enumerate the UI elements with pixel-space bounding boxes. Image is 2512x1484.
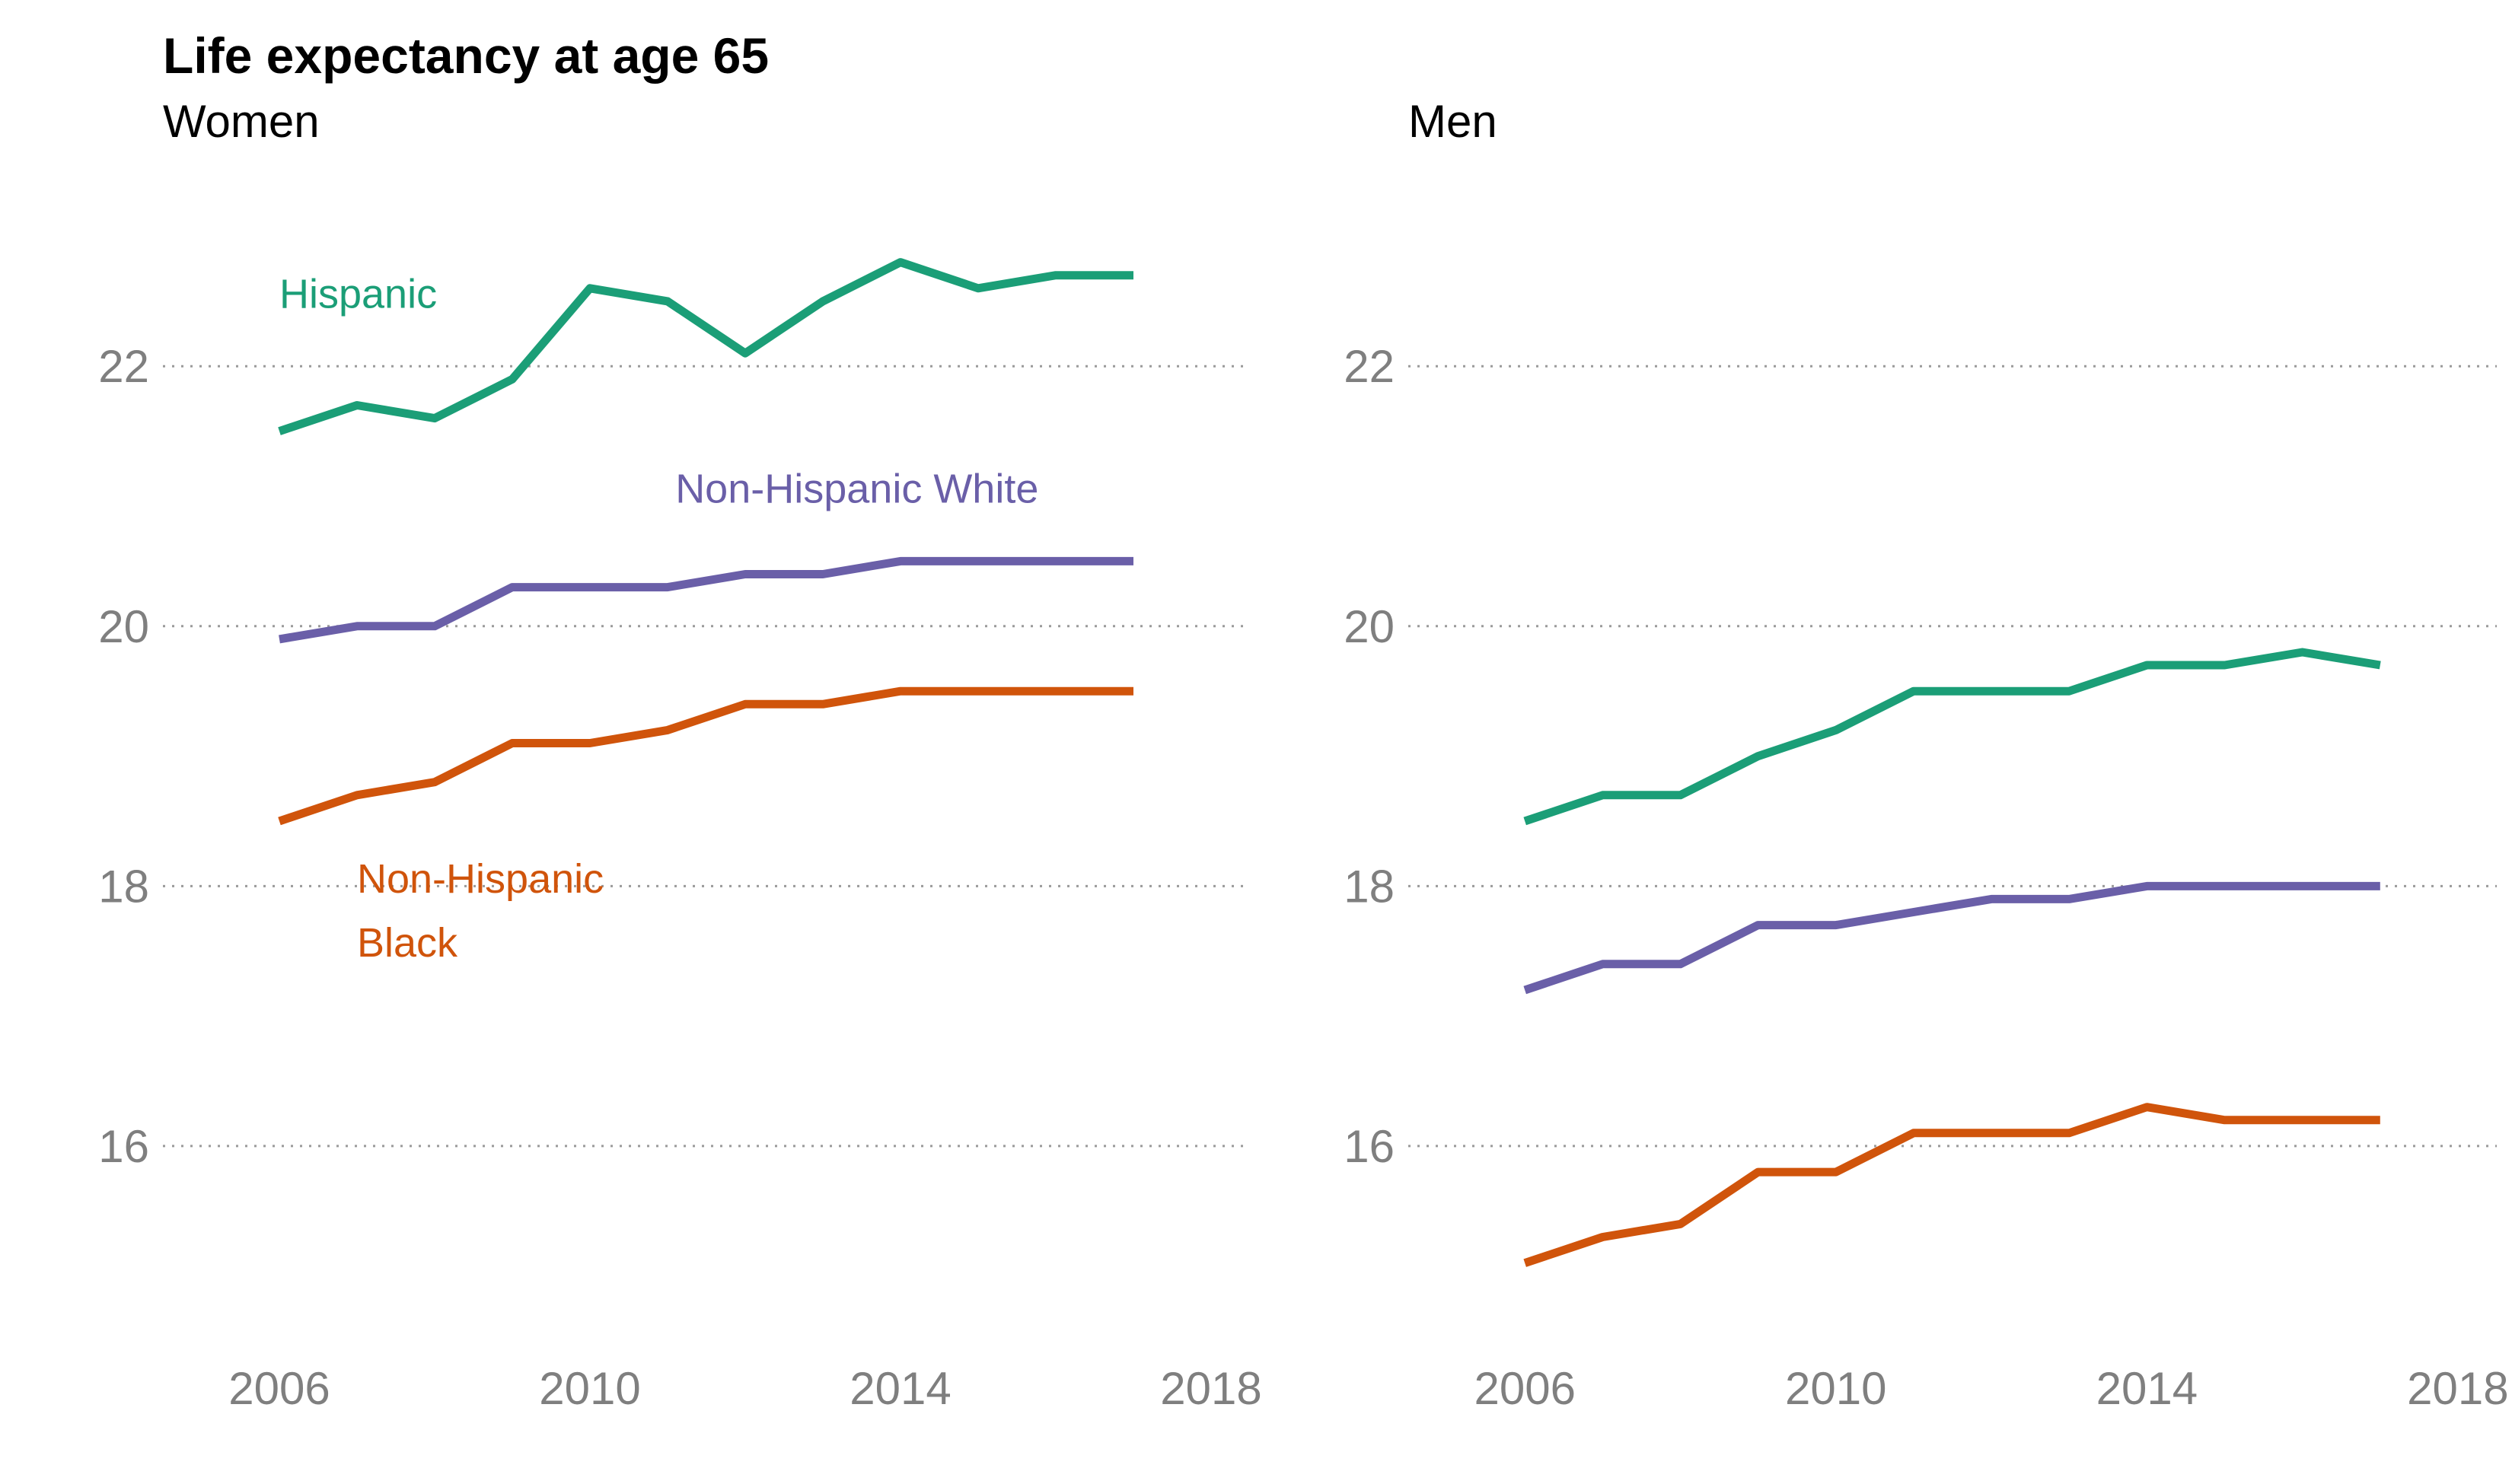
panel-women: Women 16 18 20 22 2006 2010 2014 2018 Hispanic Non…: [98, 96, 1261, 1414]
x-tick-label-women-2018: 2018: [1160, 1363, 1261, 1414]
x-tick-label-men-2014: 2014: [2096, 1363, 2198, 1414]
y-tick-label-women-16: 16: [98, 1121, 149, 1172]
x-tick-label-women-2010: 2010: [539, 1363, 640, 1414]
series-label-line: Black: [357, 920, 458, 966]
y-tick-label-men-22: 22: [1344, 341, 1395, 392]
y-tick-label-women-20: 20: [98, 601, 149, 652]
series-line-women-non-hispanic-black: [278, 686, 1133, 826]
series-label-non-hispanic-white: Non-Hispanic White: [675, 467, 1038, 512]
panel-subtitle-men: Men: [1408, 96, 1497, 147]
series-line-women-hispanic: [278, 258, 1133, 435]
x-tick-label-men-2010: 2010: [1785, 1363, 1886, 1414]
y-tick-label-women-22: 22: [98, 341, 149, 392]
x-tick-label-men-2006: 2006: [1474, 1363, 1575, 1414]
series-line-women-non-hispanic-white: [279, 556, 1133, 644]
series-line-men-non-hispanic-black: [1523, 1103, 2380, 1267]
y-tick-label-men-20: 20: [1344, 601, 1395, 652]
y-tick-label-men-16: 16: [1344, 1121, 1395, 1172]
x-tick-label-women-2006: 2006: [228, 1363, 330, 1414]
x-tick-label-men-2018: 2018: [2407, 1363, 2508, 1414]
panel-subtitle-women: Women: [163, 96, 320, 147]
series-label-hispanic: Hispanic: [279, 271, 437, 317]
panel-men: Men 16 18 20 22 2006 2010 2014 2018: [1344, 96, 2508, 1414]
chart-title: Life expectancy at age 65: [163, 27, 769, 84]
series-label-line: Non-Hispanic White: [675, 467, 1038, 512]
series-line-men-hispanic: [1523, 648, 2381, 826]
series-label-line: Hispanic: [279, 271, 437, 317]
y-tick-label-men-18: 18: [1344, 861, 1395, 912]
series-label-non-hispanic-black: Non-Hispanic Black: [357, 856, 604, 966]
series-line-men-non-hispanic-white: [1523, 881, 2380, 995]
y-tick-label-women-18: 18: [98, 861, 149, 912]
x-tick-label-women-2014: 2014: [850, 1363, 951, 1414]
series-label-line: Non-Hispanic: [357, 856, 604, 902]
